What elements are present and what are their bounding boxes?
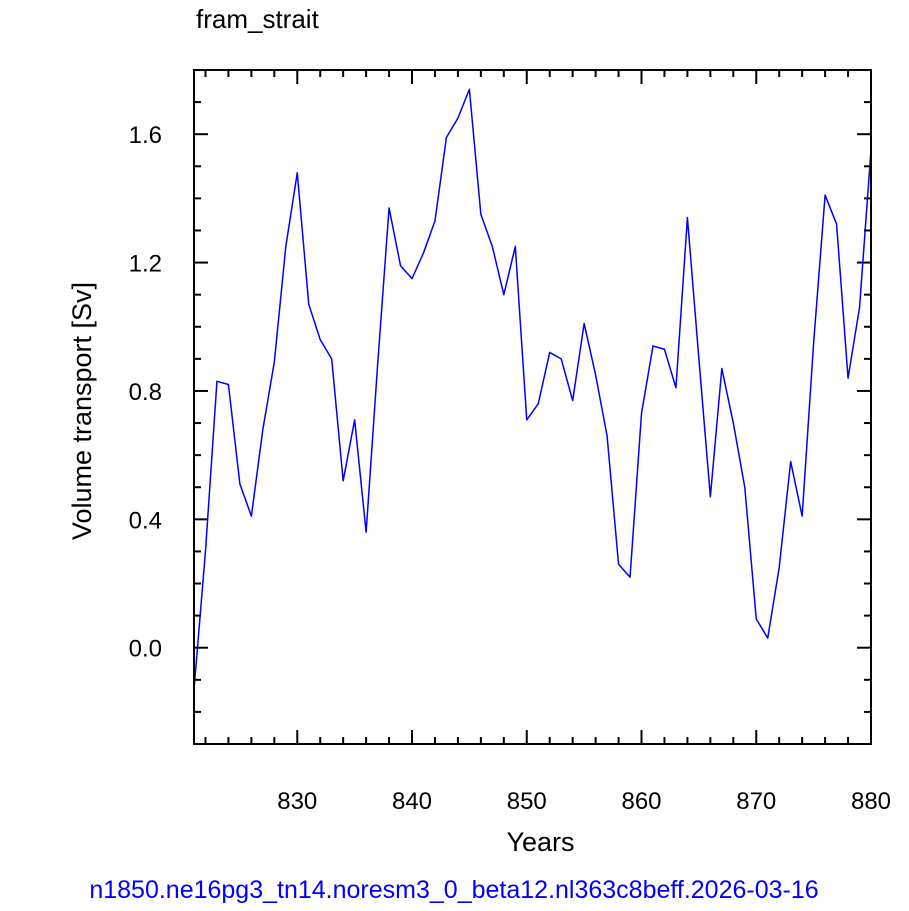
series-lines xyxy=(194,88,871,690)
y-tick-label: 1.6 xyxy=(129,122,162,149)
chart-title: fram_strait xyxy=(196,4,320,34)
plot-clip xyxy=(194,88,871,690)
y-tick-label: 0.0 xyxy=(129,636,162,663)
x-tick-label: 880 xyxy=(851,788,891,815)
series-line xyxy=(194,88,871,690)
x-tick-label: 850 xyxy=(507,788,547,815)
tick-marks xyxy=(194,70,872,744)
x-tick-label: 830 xyxy=(277,788,317,815)
y-axis-title: Volume transport [Sv] xyxy=(67,282,97,540)
x-axis-title: Years xyxy=(506,827,574,857)
x-tick-label: 840 xyxy=(392,788,432,815)
y-tick-label: 0.8 xyxy=(129,379,162,406)
y-tick-labels: 0.0 0.4 0.8 1.2 1.6 xyxy=(129,122,162,663)
x-tick-label: 860 xyxy=(621,788,661,815)
x-tick-labels: 830 840 850 860 870 880 xyxy=(277,788,891,815)
footer-caption: n1850.ne16pg3_tn14.noresm3_0_beta12.nl36… xyxy=(89,876,818,904)
y-tick-label: 0.4 xyxy=(129,507,162,534)
y-tick-label: 1.2 xyxy=(129,251,162,278)
plot-frame xyxy=(193,69,872,745)
x-tick-label: 870 xyxy=(736,788,776,815)
